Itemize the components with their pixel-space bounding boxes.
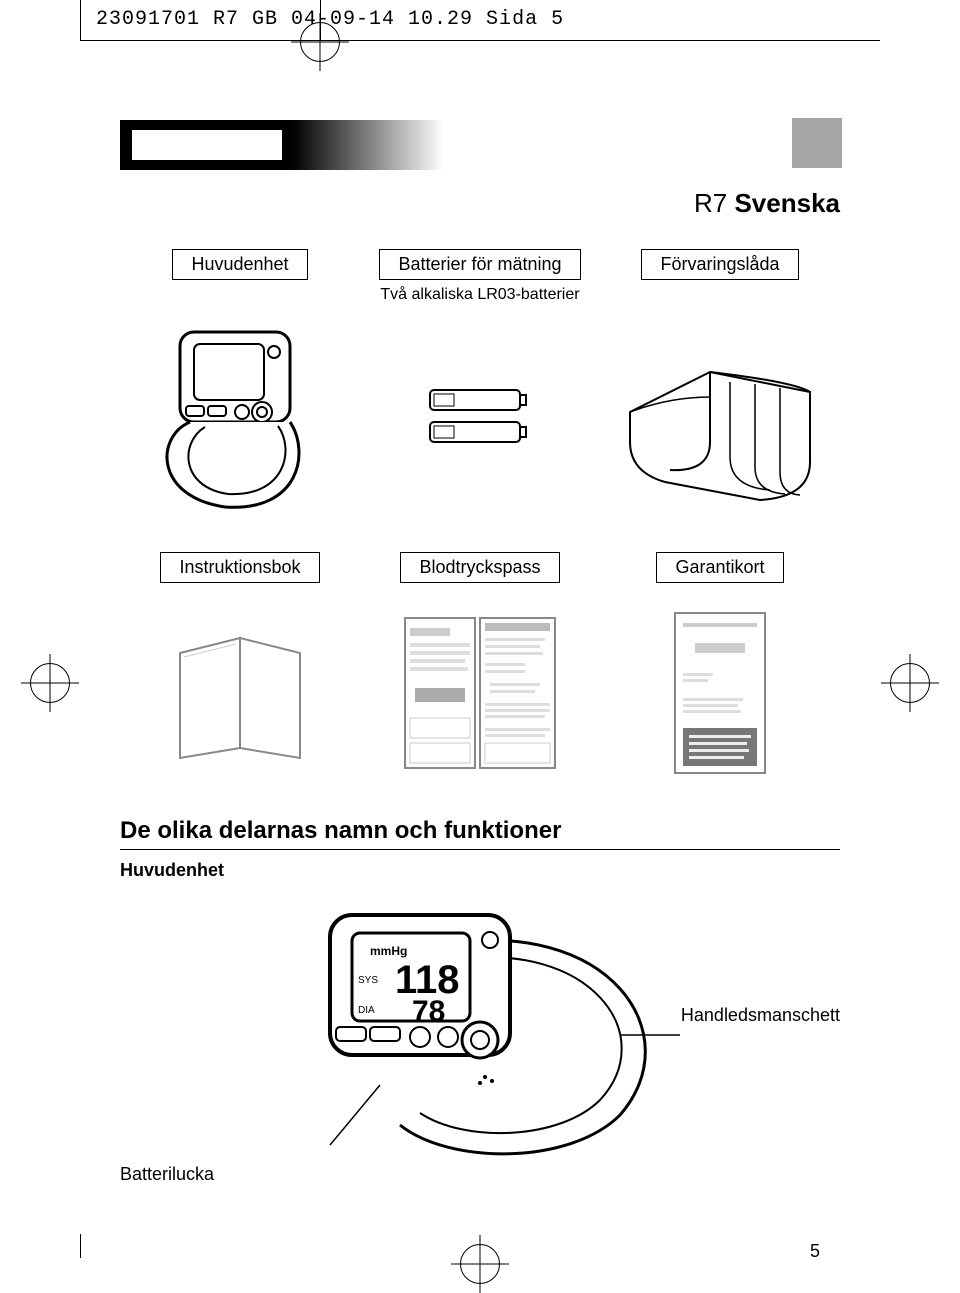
crop-target-icon [30, 663, 70, 703]
callout-handledsmanschett: Handledsmanschett [681, 1005, 840, 1026]
main-device-area: mmHg 118 78 SYS DIA [120, 885, 840, 1185]
brand-bar [120, 120, 840, 170]
batteries-icon [420, 382, 540, 452]
header-code: 23091701 R7 GB 04-09-14 10.29 Sida 5 [96, 8, 564, 31]
model-label: R7 [694, 188, 727, 218]
warranty-illustration [600, 593, 840, 793]
svg-text:SYS: SYS [358, 975, 378, 986]
case-illustration [600, 312, 840, 522]
booklet-icon [160, 623, 320, 763]
passport-illustration [360, 593, 600, 793]
batteries-illustration [360, 312, 600, 522]
crop-mark [80, 40, 880, 41]
label-garantikort: Garantikort [656, 552, 783, 583]
language-label: Svenska [734, 188, 840, 218]
brand-gray-block [792, 118, 842, 168]
col: Blodtryckspass [360, 552, 600, 583]
wrist-monitor-icon [150, 322, 330, 512]
label-huvudenhet: Huvudenhet [172, 249, 307, 280]
sublabel-batterier: Två alkaliska LR03-batterier [380, 286, 579, 304]
svg-text:78: 78 [412, 995, 445, 1028]
main-device-illustration: mmHg 118 78 SYS DIA [270, 885, 690, 1175]
label-instruktionsbok: Instruktionsbok [160, 552, 319, 583]
col: Garantikort [600, 552, 840, 583]
labels-row-2: Instruktionsbok Blodtryckspass Garantiko… [120, 552, 840, 583]
storage-case-icon [610, 322, 830, 512]
passport-card-icon [390, 603, 570, 783]
section-subheading: Huvudenhet [120, 860, 840, 881]
callout-batterilucka: Batterilucka [120, 1164, 214, 1185]
label-batterier: Batterier för mätning [379, 249, 580, 280]
device-illustration [120, 312, 360, 522]
col: Förvaringslåda [600, 249, 840, 304]
page: 23091701 R7 GB 04-09-14 10.29 Sida 5 R7 … [0, 0, 960, 1282]
model-language: R7 Svenska [120, 188, 840, 219]
col: Huvudenhet [120, 249, 360, 304]
images-row-2-wrap [120, 593, 840, 793]
images-row-1 [120, 312, 840, 522]
content-area: R7 Svenska Huvudenhet Batterier för mätn… [120, 100, 840, 1222]
col: Instruktionsbok [120, 552, 360, 583]
label-forvaringslada: Förvaringslåda [641, 249, 798, 280]
main-device-icon: mmHg 118 78 SYS DIA [270, 885, 690, 1175]
crop-target-icon [890, 663, 930, 703]
svg-text:mmHg: mmHg [370, 944, 407, 958]
manual-illustration [120, 593, 360, 793]
crop-mark [80, 1234, 81, 1258]
svg-text:DIA: DIA [358, 1005, 375, 1016]
col: Batterier för mätning Två alkaliska LR03… [360, 249, 600, 304]
section-heading: De olika delarnas namn och funktioner [120, 817, 840, 850]
crop-mark [80, 0, 81, 40]
warranty-card-icon [665, 603, 775, 783]
images-row-2 [120, 593, 840, 793]
crop-target-icon [460, 1244, 500, 1284]
brand-logo-placeholder [132, 130, 282, 160]
page-number: 5 [810, 1241, 820, 1262]
labels-row-1: Huvudenhet Batterier för mätning Två alk… [120, 249, 840, 304]
label-blodtryckspass: Blodtryckspass [400, 552, 559, 583]
